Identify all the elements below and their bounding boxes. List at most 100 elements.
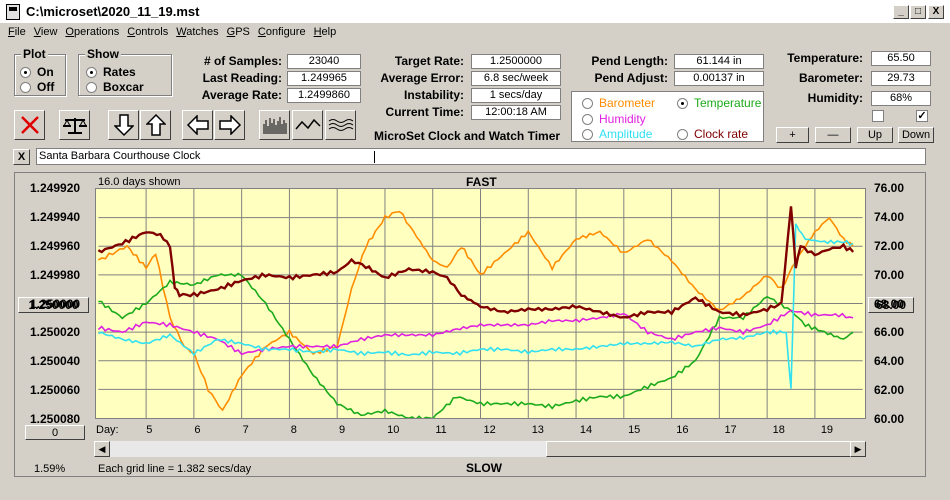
wave-line-icon xyxy=(294,118,321,130)
series-line-4 xyxy=(98,223,854,389)
arrow-up-button[interactable] xyxy=(140,110,171,140)
text-cursor xyxy=(374,151,375,163)
last-reading-label: Last Reading: xyxy=(202,71,282,85)
samples-label: # of Samples: xyxy=(203,54,282,68)
day-tick: 11 xyxy=(435,424,447,436)
menu-watches[interactable]: Watches xyxy=(176,26,219,38)
y-left-tick: 1.250080 xyxy=(30,412,81,426)
series-line-1 xyxy=(97,210,854,412)
show-rates-radio[interactable]: Rates xyxy=(86,65,136,79)
pend-adjust-field: 0.00137 in xyxy=(674,71,764,86)
arrow-left-button[interactable] xyxy=(182,110,213,140)
current-time-field: 12:00:18 AM xyxy=(471,105,561,120)
show-group-title: Show xyxy=(85,47,121,61)
y-left-tick: 1.249920 xyxy=(30,181,81,195)
title-bar: C:\microset\2020_11_19.mst _ □ X xyxy=(0,0,950,24)
average-rate-label: Average Rate: xyxy=(201,88,282,102)
plot-group: Plot On Off xyxy=(14,47,66,96)
scroll-left-arrow[interactable]: ◀ xyxy=(94,441,110,457)
y-right-tick: 68.00 xyxy=(874,296,905,311)
pend-length-field: 61.144 in xyxy=(674,54,764,69)
red-x-icon xyxy=(20,116,39,134)
series-select-box: Barometer Temperature Humidity Amplitude… xyxy=(571,91,764,142)
day-tick: 5 xyxy=(146,424,153,436)
menu-controls[interactable]: Controls xyxy=(127,26,169,38)
y-right-tick: 62.00 xyxy=(874,383,905,398)
up-button[interactable]: Up xyxy=(857,127,893,143)
radio-icon xyxy=(20,82,31,94)
plot-off-radio[interactable]: Off xyxy=(20,80,54,94)
time-scrollbar[interactable]: ◀ ▶ xyxy=(94,441,866,457)
center-temp-button[interactable]: 68.00 xyxy=(868,297,914,313)
menu-bar: File View Operations Controls Watches GPS Conf… xyxy=(0,24,950,42)
balance-button[interactable] xyxy=(59,110,90,140)
average-rate-field: 1.2499860 xyxy=(287,88,361,103)
zero-button[interactable]: 0 xyxy=(25,425,85,440)
window-title: C:\microset\2020_11_19.mst xyxy=(26,4,200,19)
barometer-label: Barometer: xyxy=(798,71,863,85)
menu-gps[interactable]: GPS xyxy=(226,26,250,38)
percent-label: 1.59% xyxy=(34,463,66,475)
center-rate-button[interactable]: 1.250000 xyxy=(18,297,89,313)
series-amplitude-radio[interactable]: Amplitude xyxy=(582,127,652,141)
day-tick: 8 xyxy=(290,424,297,436)
menu-file[interactable]: File xyxy=(8,26,26,38)
balance-scale-icon xyxy=(62,118,87,134)
series-clockrate-radio[interactable]: Clock rate xyxy=(677,127,748,141)
left-checkbox[interactable] xyxy=(872,110,884,122)
radio-icon xyxy=(86,82,97,94)
y-left-tick: 1.249960 xyxy=(30,238,81,253)
down-button[interactable]: Down xyxy=(898,127,934,143)
line-view-button[interactable] xyxy=(292,110,323,140)
scroll-right-arrow[interactable]: ▶ xyxy=(850,441,866,457)
y-left-tick: 1.249980 xyxy=(30,267,81,282)
close-button[interactable]: X xyxy=(928,5,944,19)
menu-operations[interactable]: Operations xyxy=(65,26,120,38)
plot-group-title: Plot xyxy=(21,47,48,61)
day-tick: 9 xyxy=(338,424,346,436)
day-tick: 14 xyxy=(579,424,593,436)
y-left-tick: 1.250060 xyxy=(30,383,81,398)
menu-view[interactable]: View xyxy=(33,26,58,38)
menu-help[interactable]: Help xyxy=(313,26,337,38)
radio-icon xyxy=(20,67,31,79)
clock-name-input[interactable]: Santa Barbara Courthouse Clock xyxy=(36,148,926,165)
last-reading-field: 1.249965 xyxy=(287,71,361,86)
day-tick: 6 xyxy=(194,424,201,436)
series-humidity-radio[interactable]: Humidity xyxy=(582,112,646,126)
series-temperature-radio[interactable]: Temperature xyxy=(677,96,761,110)
y-right-tick: 60.00 xyxy=(874,412,905,426)
plot-on-radio[interactable]: On xyxy=(20,65,54,79)
arrow-left-icon xyxy=(186,115,209,135)
bars-view-button[interactable] xyxy=(259,110,290,140)
clear-name-button[interactable]: X xyxy=(13,149,30,165)
rate-chart[interactable] xyxy=(95,188,866,419)
minimize-button[interactable]: _ xyxy=(893,5,909,19)
series-barometer-radio[interactable]: Barometer xyxy=(582,96,655,110)
maximize-button[interactable]: □ xyxy=(910,5,926,19)
radio-icon xyxy=(582,98,593,110)
arrow-up-icon xyxy=(145,113,166,136)
stop-button[interactable] xyxy=(14,110,45,140)
samples-field: 23040 xyxy=(287,54,361,69)
current-time-label: Current Time: xyxy=(385,105,464,119)
arrow-down-icon xyxy=(113,114,134,137)
multi-line-view-button[interactable] xyxy=(325,110,356,140)
app-icon xyxy=(6,4,20,20)
arrow-right-button[interactable] xyxy=(214,110,245,140)
pend-length-label: Pend Length: xyxy=(591,54,668,68)
right-checkbox[interactable]: ✓ xyxy=(916,110,928,122)
day-tick: 7 xyxy=(242,424,249,436)
arrow-down-button[interactable] xyxy=(108,110,139,140)
scroll-thumb[interactable] xyxy=(546,441,851,457)
menu-configure[interactable]: Configure xyxy=(257,26,306,38)
show-group: Show Rates Boxcar xyxy=(78,47,172,96)
show-boxcar-radio[interactable]: Boxcar xyxy=(86,80,144,94)
plus-button[interactable]: + xyxy=(776,127,809,143)
y-left-tick: 1.249940 xyxy=(30,209,81,224)
series-line-2 xyxy=(98,272,854,418)
chart-frame xyxy=(14,172,926,477)
target-rate-field[interactable]: 1.2500000 xyxy=(471,54,561,69)
minus-button[interactable]: — xyxy=(815,127,851,143)
y-left-tick: 1.250000 xyxy=(30,296,81,311)
